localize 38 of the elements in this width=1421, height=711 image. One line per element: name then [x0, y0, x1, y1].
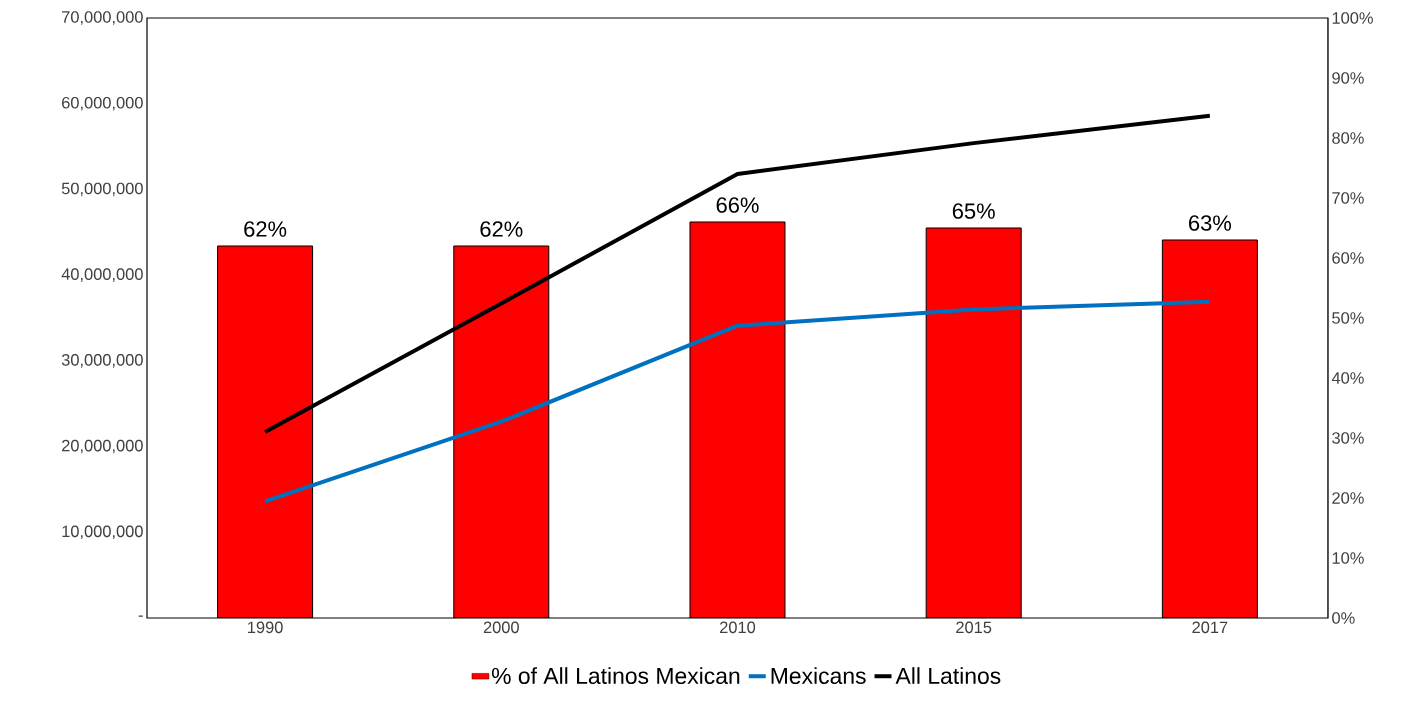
x-tick-label: 2017: [1192, 621, 1228, 634]
y2-tick-label: 50%: [1332, 312, 1364, 324]
y-tick-label: 30,000,000: [61, 354, 143, 368]
bar: [689, 221, 786, 618]
x-tick-label: 1990: [248, 621, 283, 634]
legend-label: Mexicans: [771, 667, 866, 685]
y2-tick-label: 0%: [1332, 612, 1355, 624]
x-tick-label: 2000: [483, 621, 519, 634]
y-tick-label: 50,000,000: [61, 182, 143, 197]
data-label: 66%: [716, 197, 759, 213]
y-tick-label: 40,000,000: [61, 268, 143, 282]
y-tick-label: -: [138, 615, 143, 617]
y2-tick-label: 20%: [1332, 492, 1364, 504]
bar: [925, 227, 1022, 618]
line-series: [263, 299, 1212, 504]
data-label: 63%: [1189, 215, 1232, 231]
data-label: 65%: [952, 203, 995, 219]
bar: [453, 245, 550, 618]
y2-tick-label: 90%: [1332, 72, 1364, 84]
bar: [1161, 239, 1258, 618]
legend-label: All Latinos: [895, 667, 1001, 685]
data-label: 62%: [480, 221, 523, 237]
y2-tick-label: 30%: [1332, 432, 1364, 444]
y2-tick-label: 70%: [1332, 192, 1364, 204]
y-tick-label: 20,000,000: [62, 439, 143, 454]
y-tick-label: 10,000,000: [62, 525, 143, 540]
data-label: 62%: [244, 221, 287, 237]
x-tick-label: 2010: [720, 621, 756, 634]
bar: [217, 245, 314, 618]
y2-tick-label: 80%: [1332, 132, 1364, 144]
legend-label: % of All Latinos Mexican: [491, 667, 740, 685]
y2-tick-label: 100%: [1332, 12, 1373, 24]
y2-tick-label: 40%: [1331, 372, 1364, 384]
x-tick-label: 2015: [956, 621, 992, 634]
y-tick-label: 70,000,000: [62, 11, 143, 25]
y-tick-label: 60,000,000: [62, 96, 143, 111]
y2-tick-label: 10%: [1332, 552, 1364, 564]
y2-tick-label: 60%: [1332, 252, 1364, 264]
